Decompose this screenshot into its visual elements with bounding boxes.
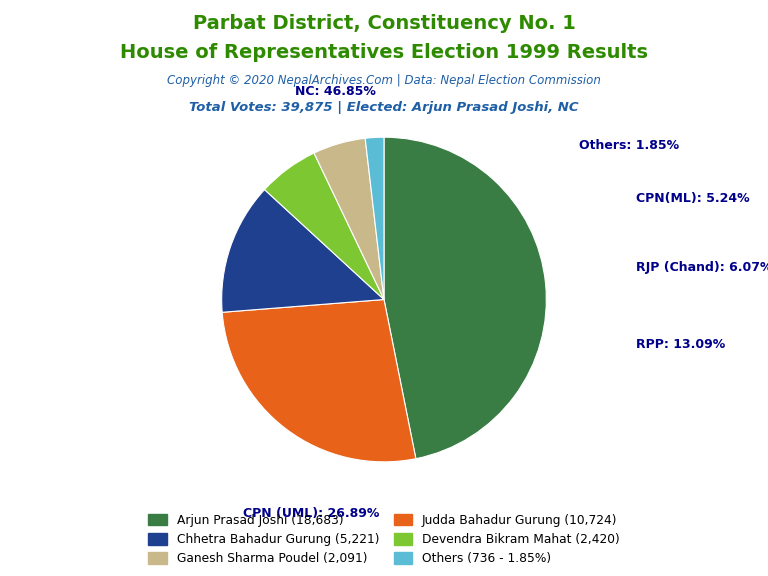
Wedge shape [384,137,546,458]
Text: RJP (Chand): 6.07%: RJP (Chand): 6.07% [636,260,768,274]
Wedge shape [314,138,384,300]
Legend: Arjun Prasad Joshi (18,683), Chhetra Bahadur Gurung (5,221), Ganesh Sharma Poude: Arjun Prasad Joshi (18,683), Chhetra Bah… [144,509,624,570]
Wedge shape [222,190,384,312]
Wedge shape [222,300,415,462]
Text: Others: 1.85%: Others: 1.85% [579,139,679,152]
Text: CPN(ML): 5.24%: CPN(ML): 5.24% [636,192,750,206]
Wedge shape [365,137,384,300]
Wedge shape [264,153,384,300]
Text: RPP: 13.09%: RPP: 13.09% [636,339,725,351]
Text: Parbat District, Constituency No. 1: Parbat District, Constituency No. 1 [193,14,575,33]
Text: NC: 46.85%: NC: 46.85% [295,85,376,98]
Text: Copyright © 2020 NepalArchives.Com | Data: Nepal Election Commission: Copyright © 2020 NepalArchives.Com | Dat… [167,74,601,87]
Text: CPN (UML): 26.89%: CPN (UML): 26.89% [243,507,379,520]
Text: House of Representatives Election 1999 Results: House of Representatives Election 1999 R… [120,43,648,62]
Text: Total Votes: 39,875 | Elected: Arjun Prasad Joshi, NC: Total Votes: 39,875 | Elected: Arjun Pra… [189,101,579,114]
